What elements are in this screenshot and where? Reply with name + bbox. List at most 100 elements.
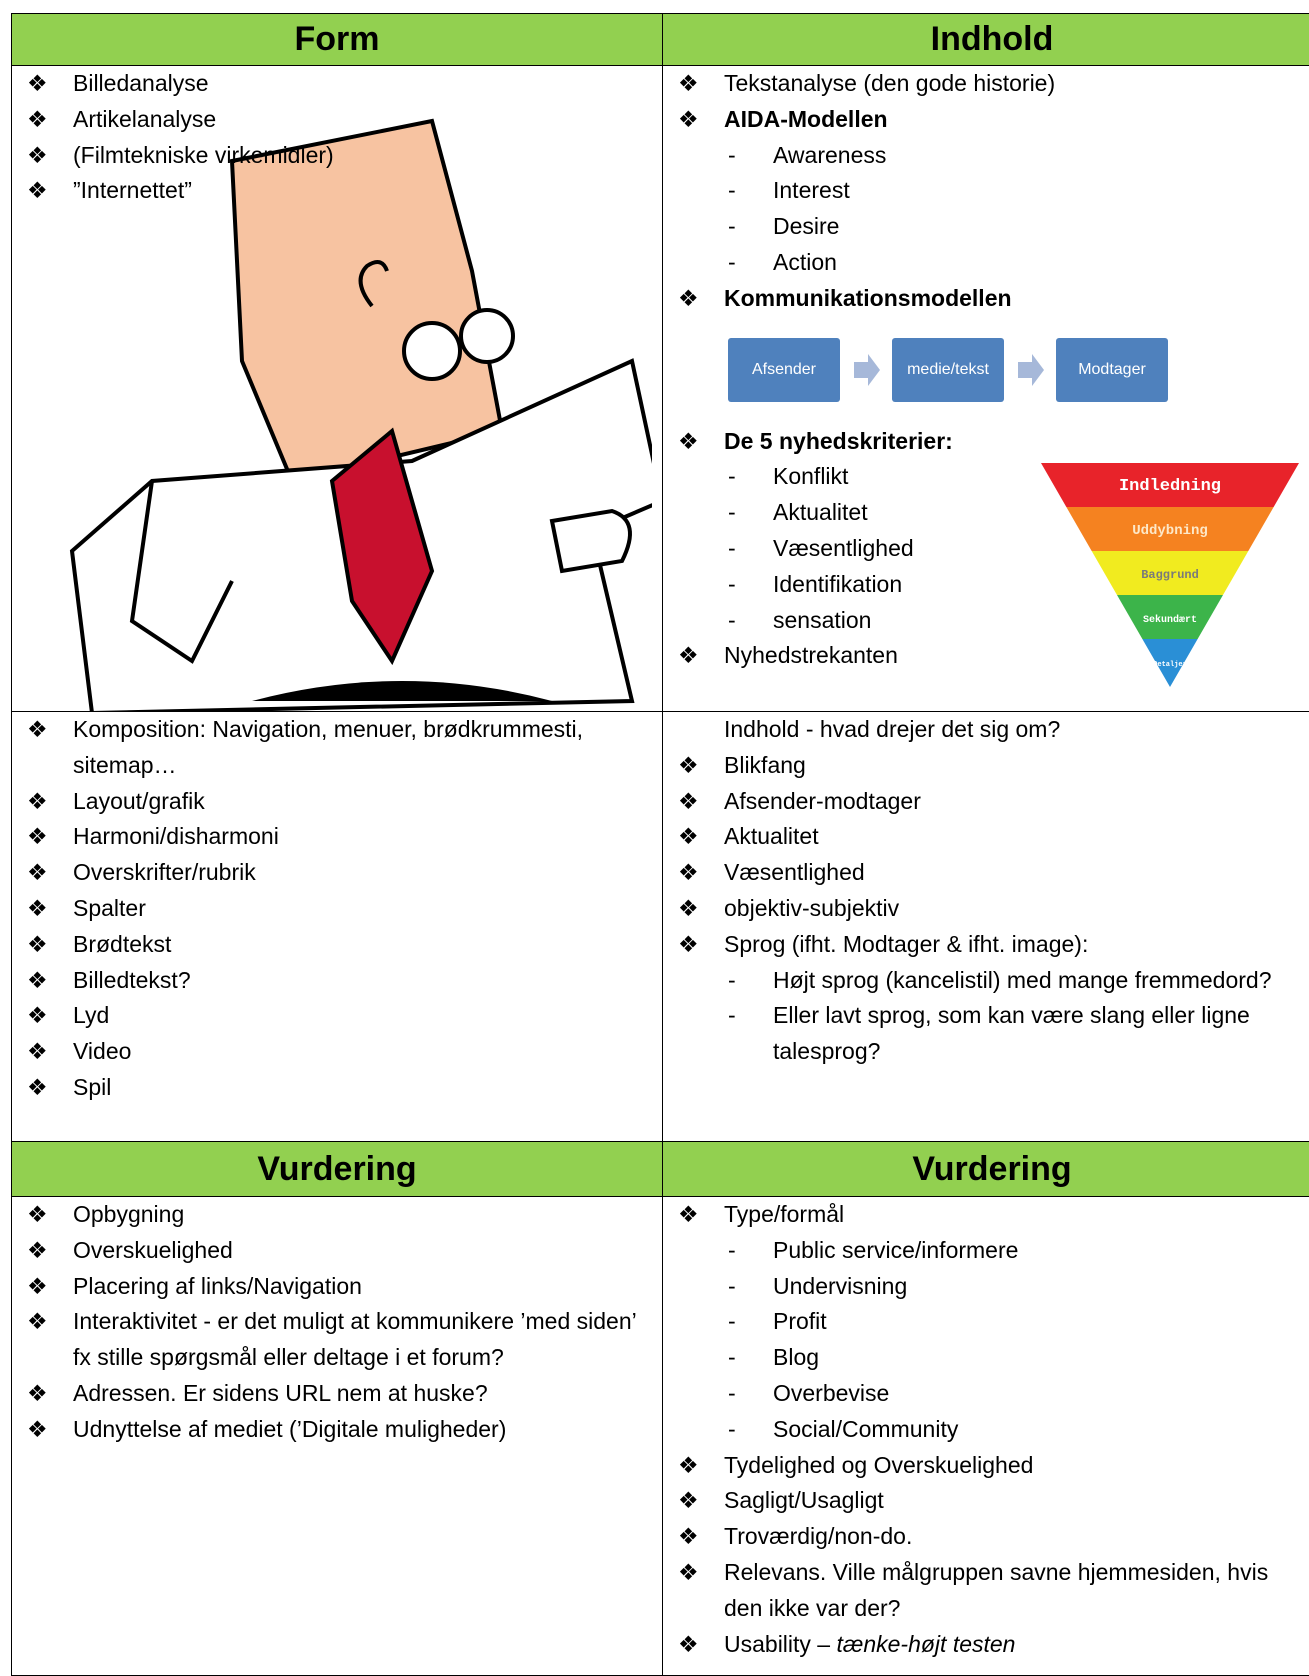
list-item: Adressen. Er sidens URL nem at huske? [12,1376,652,1412]
sub-item: Identifikation [724,567,1309,603]
pyramid-label: Uddybning [1132,523,1208,539]
sub-item: Public service/informere [724,1233,1309,1269]
sub-item: Awareness [724,138,1309,174]
sub-item: Blog [724,1340,1309,1376]
header-cell: Indhold [662,13,1309,66]
header-cell: Vurdering [11,1141,663,1197]
list-item: Aktualitet [663,819,1309,855]
list: Type/formål Public service/informereUnder… [663,1197,1309,1662]
item-text: Video [73,1038,132,1065]
list-item: Indhold - hvad drejer det sig om? [663,712,1309,748]
sub-list: AwarenessInterestDesireAction [724,138,1309,281]
item-text: Brødtekst [73,930,172,957]
list-item: Lyd [12,998,652,1034]
list-item: Væsentlighed [663,855,1309,891]
item-text: Layout/grafik [73,787,205,814]
list-item: Afsender-modtager [663,784,1309,820]
pyramid-band [1041,463,1299,507]
list: Indhold - hvad drejer det sig om? Blikfan… [663,712,1309,1070]
item-text: Komposition: Navigation, menuer, brødkru… [73,716,584,778]
item-text: (Filmtekniske virkemidler) [73,141,334,168]
list-item: Blikfang [663,748,1309,784]
list-item: Nyhedstrekanten [663,638,1309,674]
item-text: Overskrifter/rubrik [73,859,256,886]
cell: Opbygning Overskuelighed Placering af link… [11,1196,663,1676]
item-text: Indhold - hvad drejer det sig om? [724,716,1061,742]
sub-item: Profit [724,1304,1309,1340]
sub-item: Undervisning [724,1269,1309,1305]
item-text: Spil [73,1073,112,1100]
list-item: Spalter [12,891,652,927]
list-item: Kommunikationsmodellen Afsender medie/teks… [663,281,1309,424]
item-text: Artikelanalyse [73,105,217,132]
item-text: Adressen. Er sidens URL nem at huske? [73,1379,488,1406]
sub-item: Konflikt [724,459,1309,495]
list-item: Sprog (ifht. Modtager & ifht. image): Høj… [663,927,1309,1070]
list: Opbygning Overskuelighed Placering af link… [12,1197,662,1448]
list-item: Overskuelighed [12,1233,652,1269]
pyramid-band [1117,595,1223,639]
item-text: Placering af links/Navigation [73,1272,362,1299]
item-text: Interaktivitet - er det muligt at kommun… [73,1308,636,1371]
list-item: Artikelanalyse [12,102,652,138]
flow-box: Modtager [1056,338,1168,403]
item-text: Type/formål [724,1201,845,1227]
list-item: Tekstanalyse (den gode historie) [663,66,1309,102]
sub-item: Action [724,245,1309,281]
item-text: Udnyttelse af mediet (’Digitale mulighed… [73,1415,507,1442]
list-item: ”Internettet” [12,173,652,209]
cell: Indhold - hvad drejer det sig om? Blikfan… [662,711,1309,1142]
item-text: Troværdig/non-do. [724,1523,913,1550]
list-item: Interaktivitet - er det muligt at kommun… [12,1304,652,1376]
flow-box: medie/tekst [892,338,1004,403]
item-text: Harmoni/disharmoni [73,823,279,850]
sub-item: Interest [724,173,1309,209]
cell: Komposition: Navigation, menuer, brødkru… [11,711,663,1142]
item-text: Væsentlighed [724,859,865,886]
item-text: AIDA-Modellen [724,105,888,132]
list-item: Billedtekst? [12,963,652,999]
list: Komposition: Navigation, menuer, brødkru… [12,712,662,1106]
sub-item: Højt sprog (kancelistil) med mange fremm… [724,963,1309,999]
header: Vurdering [257,1149,417,1188]
sub-item: sensation [724,603,1309,639]
item-text: objektiv-subjektiv [724,894,900,921]
list-item: Brødtekst [12,927,652,963]
item-text: Billedtekst? [73,966,191,993]
item-text: Kommunikationsmodellen [724,284,1012,311]
pyramid-label: Sekundært [1143,614,1197,626]
header-cell: Form [11,13,663,66]
item-text: Aktualitet [724,823,819,850]
list: Tekstanalyse (den gode historie) AIDA-Mod… [663,66,1309,674]
pyramid-band [1142,639,1198,687]
sub-list: KonfliktAktualitetVæsentlighedIdentifika… [724,459,1309,638]
item-text: Opbygning [73,1201,185,1227]
sub-item: Væsentlighed [724,531,1309,567]
item-text: Lyd [73,1002,110,1029]
sub-item: Overbevise [724,1376,1309,1412]
arrow-shape [1018,354,1044,387]
sub-item: Aktualitet [724,495,1309,531]
item-text: Sprog (ifht. Modtager & ifht. image): [724,930,1089,957]
header: Indhold [930,20,1054,58]
item-text: Billedanalyse [73,70,209,96]
item-emphasis: tænke-højt testen [836,1630,1016,1657]
item-text: Spalter [73,894,146,921]
item-text: ”Internettet” [73,177,192,204]
list-item: Type/formål Public service/informereUnder… [663,1197,1309,1448]
pyramid-label: Detaljer [1153,661,1187,669]
list-item: Overskrifter/rubrik [12,855,652,891]
list-item: Komposition: Navigation, menuer, brødkru… [12,712,652,784]
arrow [854,354,880,387]
item-text: De 5 nyhedskriterier: [724,427,953,454]
pyramid: Indledning Uddybning Baggrund Sekundært Deta… [1041,463,1299,687]
list: Billedanalyse Artikelanalyse (Filmtekniske… [12,66,662,209]
list-item: Placering af links/Navigation [12,1269,652,1305]
list-item: Usability – tænke-højt testen [663,1627,1309,1663]
list-item: Spil [12,1070,652,1106]
item-text: Blikfang [724,751,806,778]
item-text: Sagligt/Usagligt [724,1487,884,1514]
list-item: Troværdig/non-do. [663,1519,1309,1555]
list-item: AIDA-Modellen AwarenessInterestDesireActi… [663,102,1309,281]
